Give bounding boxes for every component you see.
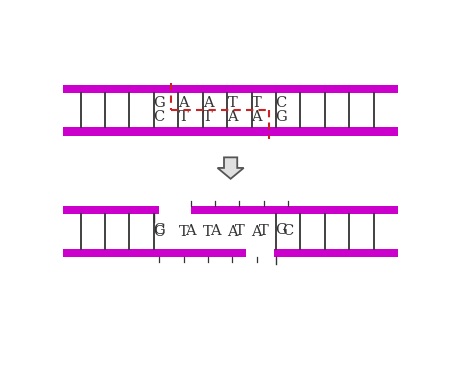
Text: T: T xyxy=(228,96,237,110)
Text: G: G xyxy=(153,96,165,110)
Bar xyxy=(190,206,398,214)
Text: T: T xyxy=(179,110,189,124)
Text: A: A xyxy=(202,96,213,110)
Text: T: T xyxy=(203,225,213,239)
Text: C: C xyxy=(275,96,287,110)
Text: T: T xyxy=(252,96,261,110)
Text: A: A xyxy=(210,224,220,238)
Text: G: G xyxy=(153,223,165,237)
Text: T: T xyxy=(203,110,213,124)
Text: T: T xyxy=(234,224,244,238)
Bar xyxy=(63,206,159,214)
Text: G: G xyxy=(275,223,287,237)
Text: C: C xyxy=(153,110,165,124)
Text: T: T xyxy=(259,224,269,238)
Text: C: C xyxy=(153,225,165,239)
Bar xyxy=(63,85,398,93)
Bar xyxy=(274,249,398,257)
Text: A: A xyxy=(178,96,189,110)
Text: A: A xyxy=(252,110,262,124)
Bar xyxy=(63,249,246,257)
Text: A: A xyxy=(227,110,238,124)
Text: A: A xyxy=(185,224,196,238)
Text: A: A xyxy=(252,225,262,239)
Text: A: A xyxy=(227,225,238,239)
Text: G: G xyxy=(275,110,287,124)
Text: T: T xyxy=(179,225,189,239)
Text: C: C xyxy=(283,224,294,238)
Polygon shape xyxy=(217,157,244,179)
Bar xyxy=(63,127,398,136)
